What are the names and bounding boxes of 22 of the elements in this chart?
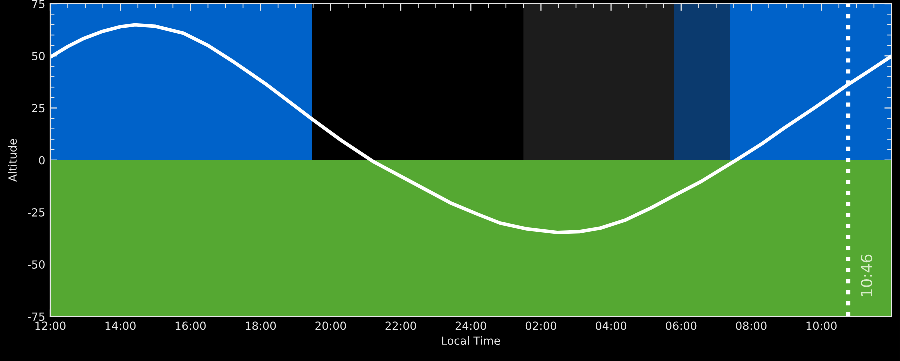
ref-line-label: 10:46	[861, 254, 873, 296]
x-tick-label: 10:00	[806, 322, 837, 330]
x-tick-label: 18:00	[246, 322, 276, 330]
x-tick-label: 16:00	[176, 322, 206, 330]
y-tick-label: 25	[32, 104, 45, 113]
y-axis-title: Altitude	[8, 139, 18, 182]
y-tick-label: -50	[28, 260, 45, 269]
x-tick-label: 20:00	[316, 322, 346, 330]
x-tick-label: 02:00	[526, 322, 556, 330]
x-tick-label: 14:00	[106, 322, 136, 330]
x-tick-label: 12:00	[36, 322, 66, 330]
y-tick-label: -75	[28, 312, 45, 322]
y-tick-label: -25	[28, 208, 45, 217]
x-tick-label: 08:00	[736, 322, 767, 330]
y-tick-label: 50	[32, 52, 45, 60]
y-tick-label: 0	[39, 156, 45, 165]
x-tick-label: 22:00	[386, 322, 416, 330]
x-tick-label: 04:00	[596, 322, 627, 330]
x-axis-title: Local Time	[442, 336, 500, 346]
y-tick-label: 75	[32, 0, 45, 8]
x-tick-label: 06:00	[666, 322, 697, 330]
x-tick-label: 24:00	[456, 322, 486, 330]
